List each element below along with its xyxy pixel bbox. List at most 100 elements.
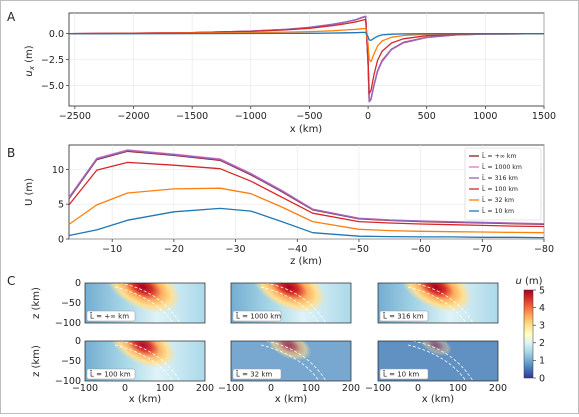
y-tick-label: 5 (58, 200, 64, 211)
x-tick-label: −2000 (117, 111, 149, 122)
map-y-tick-label: −50 (61, 356, 81, 367)
map-ylabel: z (km) (31, 287, 42, 319)
map-label: L̃ = 316 km (383, 312, 424, 320)
map-y-tick-label: −100 (55, 376, 81, 387)
y-tick-label: 10 (52, 165, 64, 176)
map-hotspot (420, 341, 452, 356)
slab-outline-top (265, 283, 327, 323)
panel-b-xlabel: z (km) (290, 256, 322, 267)
slab-outline-bottom (114, 344, 174, 381)
legend-box (464, 147, 542, 221)
panel-c: L̃ = +∞ km 0 −50 −100 z (km) L̃ = 1000 km L̃ =… (31, 276, 545, 405)
colorbar-tick-label: 0 (539, 373, 545, 384)
map-label-box (232, 368, 282, 380)
x-tick-label: −60 (411, 244, 431, 255)
panel-letter-b: B (7, 146, 15, 160)
map-frame (230, 340, 352, 382)
map-1: L̃ = 1000 km (230, 282, 352, 324)
map-x-tick-label: 100 (302, 383, 320, 394)
map-x-tick-label: 200 (342, 383, 360, 394)
colorbar-tick-label: 5 (539, 285, 545, 296)
map-x-tick-label: −100 (365, 383, 391, 394)
map-y-tick-label: 0 (75, 336, 81, 347)
series-line-4 (68, 187, 545, 234)
panel-b: −10 −20 −30 −40 −50 −60 −70 −80 0 5 10 z (km) U (… (24, 144, 554, 267)
x-tick-label: −1000 (235, 111, 267, 122)
map-x-tick-label: 100 (156, 383, 174, 394)
y-tick-label: 0 (58, 235, 64, 246)
slab-outline-top (119, 341, 181, 381)
x-tick-label: −50 (349, 244, 369, 255)
slab-outline-top (265, 341, 327, 381)
map-hotspot (266, 341, 312, 361)
map-x-tick-label: 0 (122, 383, 128, 394)
legend-label: L̃ = 10 km (481, 207, 514, 215)
legend-label: L̃ = 100 km (481, 185, 518, 193)
x-tick-label: −30 (226, 244, 246, 255)
legend-label: L̃ = 32 km (481, 196, 514, 204)
colorbar-tick-label: 2 (539, 338, 545, 349)
series-line-5 (68, 207, 545, 239)
panel-letter-a: A (7, 10, 16, 24)
map-hotspot (400, 283, 472, 313)
map-hotspot (105, 283, 181, 314)
slab-outline-bottom (407, 286, 467, 323)
x-tick-label: −500 (296, 111, 322, 122)
colorbar-tick-label: 1 (539, 356, 545, 367)
map-label: L̃ = 100 km (90, 370, 131, 378)
map-y-tick-label: −50 (61, 298, 81, 309)
map-label: L̃ = 10 km (383, 370, 420, 378)
map-frame (84, 282, 206, 324)
map-label-box (232, 310, 282, 322)
colorbar-label: u (m) (515, 276, 542, 287)
map-frame (377, 282, 499, 324)
map-label: L̃ = 1000 km (236, 312, 282, 320)
map-hotspot (252, 283, 326, 313)
panel-a-ylabel: ux (m) (24, 45, 36, 76)
panel-letter-c: C (7, 274, 15, 288)
map-0: L̃ = +∞ km 0 −50 −100 z (km) (31, 278, 206, 329)
slab-outline-bottom (260, 344, 320, 381)
map-5: L̃ = 10 km −100 0 100 200 x (km) (365, 340, 507, 405)
x-tick-label: 0 (365, 111, 371, 122)
colorbar (523, 289, 534, 379)
x-tick-label: 500 (418, 111, 436, 122)
map-y-tick-label: 0 (75, 278, 81, 289)
panel-b-ylabel: U (m) (24, 178, 35, 206)
map-2: L̃ = 316 km (377, 282, 499, 324)
y-tick-label: 0.0 (49, 29, 64, 40)
map-label-box (379, 310, 429, 322)
map-hotspot (110, 341, 176, 368)
panel-b-legend: L̃ = +∞ km L̃ = 1000 km L̃ = 316 km L̃ = 10… (464, 147, 542, 221)
legend-label: L̃ = +∞ km (481, 152, 516, 160)
x-tick-label: −80 (534, 244, 554, 255)
legend-label: L̃ = 1000 km (481, 163, 521, 171)
map-ylabel: z (km) (31, 345, 42, 377)
map-frame (230, 282, 352, 324)
x-tick-label: −20 (164, 244, 184, 255)
series-line-2 (68, 149, 545, 225)
map-label-box (379, 368, 429, 380)
slab-outline-top (412, 283, 474, 323)
y-tick-label: −2.5 (41, 55, 64, 66)
map-x-tick-label: 200 (489, 383, 507, 394)
colorbar-tick-label: 4 (539, 303, 545, 314)
legend-label: L̃ = 316 km (481, 174, 518, 182)
map-label: L̃ = +∞ km (90, 312, 129, 320)
series-line-3 (68, 18, 545, 95)
x-tick-label: −10 (102, 244, 122, 255)
x-tick-label: 1000 (473, 111, 497, 122)
series-line-4 (68, 27, 544, 63)
y-tick-label: −5.0 (41, 81, 64, 92)
series-line-0 (68, 15, 545, 102)
x-tick-label: −40 (287, 244, 307, 255)
map-label-box (86, 368, 136, 380)
map-y-tick-label: −100 (55, 318, 81, 329)
panel-a-xlabel: x (km) (290, 124, 323, 135)
map-x-tick-label: 0 (268, 383, 274, 394)
map-4: L̃ = 32 km −100 0 100 200 x (km) (218, 340, 360, 405)
map-xlabel: x (km) (129, 394, 162, 405)
map-x-tick-label: 200 (196, 383, 214, 394)
